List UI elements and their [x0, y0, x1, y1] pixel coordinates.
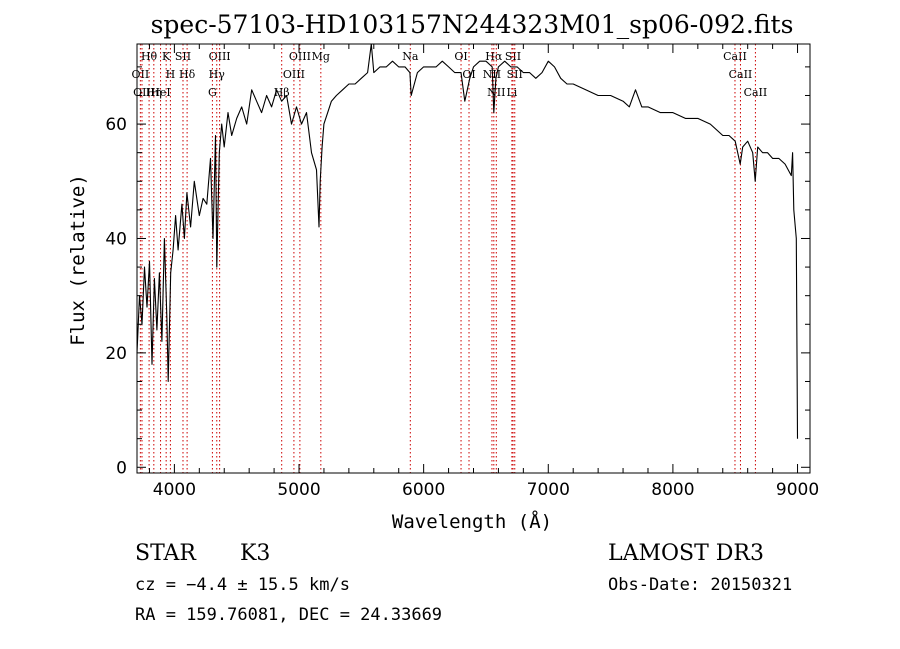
y-tick-label: 60 — [105, 115, 127, 135]
line-label: OI — [462, 68, 475, 81]
line-label: CaII — [723, 50, 747, 63]
line-label: OIII — [289, 50, 311, 63]
line-label: NII — [487, 86, 505, 99]
line-label: Hγ — [209, 68, 226, 81]
line-label: Hδ — [179, 68, 196, 81]
line-label: OIII — [283, 68, 305, 81]
x-tick-label: 7000 — [527, 480, 570, 500]
x-tick-label: 6000 — [402, 480, 445, 500]
observation-date: Obs-Date: 20150321 — [608, 575, 792, 595]
x-tick-label: 5000 — [277, 480, 320, 500]
line-label: SII — [507, 68, 523, 81]
object-type: STAR — [135, 541, 197, 566]
line-label: SII — [175, 50, 191, 63]
line-label: HeI — [150, 86, 170, 99]
x-tick-label: 4000 — [153, 480, 196, 500]
y-tick-label: 0 — [116, 458, 127, 478]
line-label: G — [208, 86, 217, 99]
line-label: CaII — [729, 68, 753, 81]
line-label: CaII — [744, 86, 768, 99]
line-label: Hη — [146, 86, 162, 99]
line-label: Li — [506, 86, 517, 99]
line-label: OII — [132, 68, 150, 81]
x-axis-label: Wavelength (Å) — [392, 510, 552, 533]
line-label: H — [166, 68, 176, 81]
x-tick-label: 9000 — [776, 480, 819, 500]
chart-title: spec-57103-HD103157N244323M01_sp06-092.f… — [151, 10, 794, 39]
redshift-cz: cz = −4.4 ± 15.5 km/s — [135, 575, 350, 595]
x-tick-label: 8000 — [651, 480, 694, 500]
line-label: OI — [454, 50, 467, 63]
y-tick-label: 20 — [105, 344, 127, 364]
coordinates: RA = 159.76081, DEC = 24.33669 — [135, 605, 442, 625]
y-tick-label: 40 — [105, 229, 127, 249]
line-label: Na — [402, 50, 419, 63]
line-label: Mg — [312, 50, 330, 63]
line-label: K — [162, 50, 171, 63]
object-subclass: K3 — [240, 541, 270, 566]
y-axis: 0 20 40 60 — [105, 66, 810, 478]
series-line-flux — [136, 43, 799, 439]
line-label: Hα — [485, 50, 503, 63]
line-label: SII — [505, 50, 521, 63]
spectrum-series — [136, 43, 799, 439]
line-label: Hθ — [141, 50, 158, 63]
line-label: OIII — [209, 50, 231, 63]
x-axis: 4000 5000 6000 7000 8000 9000 — [148, 44, 819, 500]
y-axis-label: Flux (relative) — [67, 174, 89, 346]
survey-name: LAMOST DR3 — [608, 541, 764, 566]
